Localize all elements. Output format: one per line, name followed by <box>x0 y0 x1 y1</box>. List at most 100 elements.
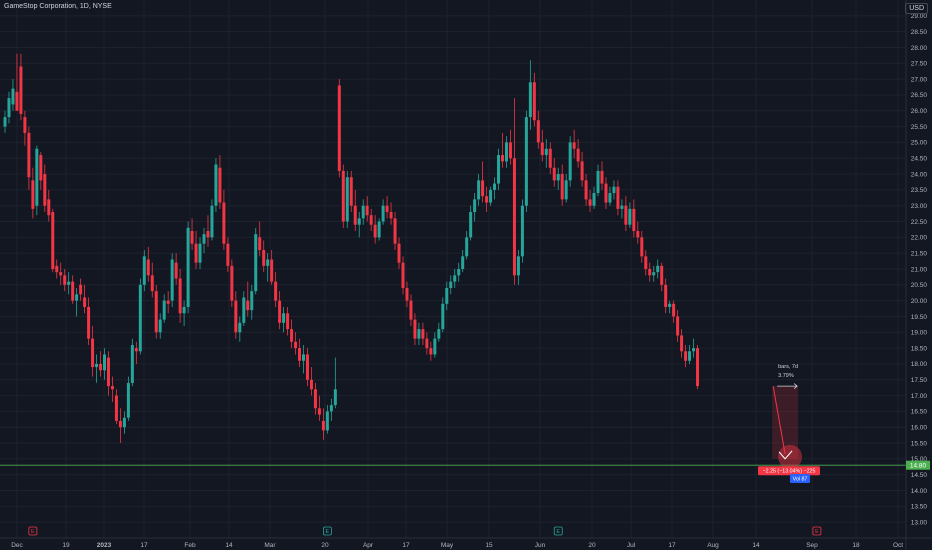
candle-body <box>453 275 457 282</box>
x-tick-label: 20 <box>588 542 596 549</box>
candle-body <box>365 205 369 216</box>
candle-body <box>497 155 501 184</box>
candle-body <box>373 224 377 238</box>
candle-body <box>632 208 636 232</box>
price-axis[interactable]: 13.00 13.50 14.00 14.50 15.00 15.50 16.00 16.50… <box>905 0 932 550</box>
candle-body <box>664 284 668 307</box>
candle-body <box>110 386 114 390</box>
candle-body <box>692 348 696 352</box>
candle-body <box>405 287 409 301</box>
candle-body <box>413 319 417 339</box>
candle-body <box>230 265 234 301</box>
y-tick-label: 25.00 <box>911 140 928 147</box>
candle-body <box>262 250 266 266</box>
candles <box>3 53 700 444</box>
arrow-right-icon <box>777 383 798 389</box>
candle-body <box>122 417 126 428</box>
candle-body <box>290 329 294 342</box>
candle-body <box>604 183 608 203</box>
candle-body <box>174 262 178 279</box>
chart-title: GameStop Corporation, 1D, NYSE <box>4 3 112 10</box>
candle-body <box>31 180 35 209</box>
candle-body <box>67 281 71 285</box>
x-tick-label: Sep <box>806 542 818 549</box>
y-tick-label: 22.50 <box>911 219 928 226</box>
candle-body <box>612 186 616 194</box>
candle-body <box>393 218 397 244</box>
y-tick-label: 21.00 <box>911 266 928 273</box>
candle-body <box>282 313 286 323</box>
candle-body <box>600 170 604 184</box>
y-tick-label: 20.00 <box>911 298 928 305</box>
candle-body <box>425 338 429 349</box>
candle-body <box>421 329 425 339</box>
candle-body <box>103 354 106 371</box>
y-tick-label: 13.50 <box>911 504 928 511</box>
earnings-marker-label: E <box>556 529 560 535</box>
y-tick-label: 23.50 <box>911 187 928 194</box>
candle-body <box>592 193 596 206</box>
x-tick-label: Feb <box>184 542 196 549</box>
candle-body <box>620 205 624 209</box>
y-tick-label: 19.50 <box>911 314 928 321</box>
candle-body <box>246 300 250 311</box>
candle-body <box>63 275 67 285</box>
y-tick-label: 27.00 <box>911 76 928 83</box>
candle-body <box>544 148 548 156</box>
x-tick-label: 2023 <box>97 542 112 549</box>
candle-body <box>294 341 298 349</box>
candle-body <box>91 338 95 368</box>
candle-body <box>71 281 75 301</box>
projection-arrow <box>772 386 786 454</box>
candle-body <box>580 161 584 181</box>
candle-body <box>278 300 282 323</box>
y-tick-label: 16.00 <box>911 425 928 432</box>
candle-body <box>628 208 632 225</box>
candle-body <box>178 278 182 314</box>
last-price-label: 14.80 <box>910 462 927 469</box>
time-axis[interactable]: Dec 19 2023 17 Feb 14 Mar 20 Apr 17 May 15 Jun 20 Jul 1… <box>0 537 932 549</box>
candle-body <box>616 186 620 209</box>
currency-label[interactable]: USD <box>905 3 928 14</box>
candle-body <box>309 379 313 390</box>
last-price-tag <box>906 460 930 470</box>
y-tick-label: 13.00 <box>911 519 928 526</box>
candle-body <box>23 117 27 133</box>
candle-body <box>489 189 493 203</box>
earnings-marker <box>812 526 822 536</box>
candle-body <box>286 313 290 330</box>
y-tick-label: 22.00 <box>911 235 928 242</box>
candle-body <box>473 199 477 213</box>
y-tick-label: 25.50 <box>911 124 928 131</box>
candle-body <box>508 142 512 159</box>
projection-info-line2: 3.79% <box>778 373 794 379</box>
x-tick-label: 20 <box>321 542 329 549</box>
candle-body <box>250 291 254 311</box>
candle-body <box>556 174 560 181</box>
candle-body <box>59 272 63 276</box>
candle-body <box>130 344 134 383</box>
candle-body <box>564 180 568 200</box>
earnings-marker-label: E <box>31 529 35 535</box>
candle-body <box>134 348 138 352</box>
candle-body <box>417 329 421 339</box>
x-tick-label: Jul <box>627 542 636 549</box>
candle-body <box>79 284 83 295</box>
candle-body <box>321 420 325 431</box>
projection-target <box>778 444 803 469</box>
y-tick-label: 18.50 <box>911 345 928 352</box>
candle-body <box>357 218 361 225</box>
y-tick-label: 24.50 <box>911 156 928 163</box>
y-tick-label: 26.00 <box>911 108 928 115</box>
y-tick-label: 16.50 <box>911 409 928 416</box>
earnings-marker-label: E <box>326 529 330 535</box>
candle-body <box>457 269 461 276</box>
candle-body <box>305 354 309 380</box>
candle-body <box>254 234 258 292</box>
candle-body <box>35 148 39 206</box>
candle-body <box>437 329 441 339</box>
candle-body <box>429 348 433 355</box>
candle-body <box>469 212 473 238</box>
candle-body <box>274 281 278 301</box>
